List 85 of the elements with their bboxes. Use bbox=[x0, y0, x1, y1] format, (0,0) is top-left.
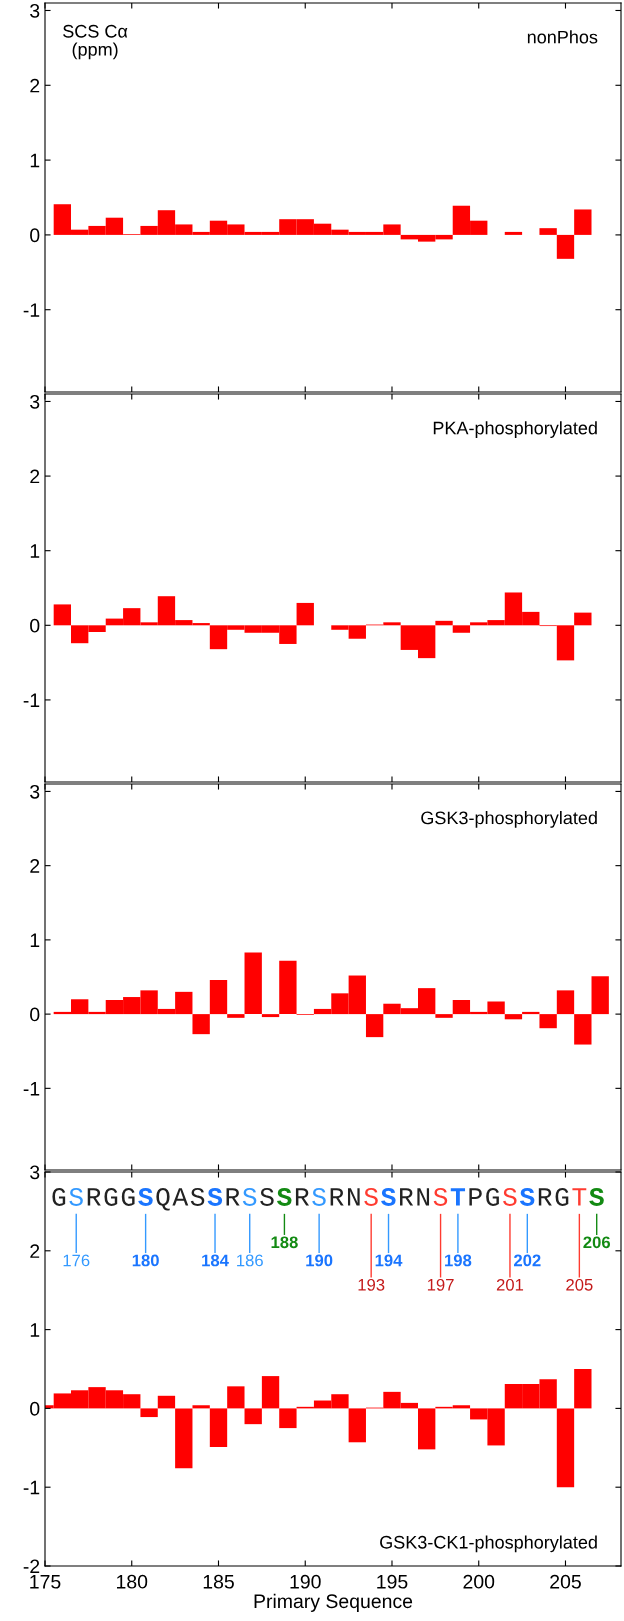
y-tick-label: -1 bbox=[23, 303, 40, 317]
y-tick-label: 2 bbox=[30, 859, 40, 873]
x-axis-title: Primary Sequence bbox=[254, 1593, 413, 1612]
bar bbox=[348, 1408, 366, 1443]
bar bbox=[556, 234, 575, 259]
y-tick-label: 1 bbox=[30, 933, 40, 947]
x-tick-label: 185 bbox=[203, 1574, 234, 1589]
bar bbox=[192, 1014, 210, 1035]
bar bbox=[192, 1405, 210, 1409]
y-tick-label: 1 bbox=[30, 544, 40, 558]
y-tick-label: 3 bbox=[30, 1165, 40, 1180]
text: GSRGGSQASSRSSSRSRNSSRNSTPGSSRGTS bbox=[52, 1187, 604, 1211]
y-axis-title: SCS Cα (ppm) bbox=[63, 24, 128, 60]
x-tick-label: 195 bbox=[377, 1574, 408, 1589]
bar bbox=[244, 1408, 262, 1425]
annotation: 201 bbox=[496, 1278, 524, 1291]
annotation: 190 bbox=[306, 1254, 333, 1267]
bar bbox=[556, 990, 575, 1015]
y-tick-label: -2 bbox=[23, 1559, 40, 1574]
bar bbox=[244, 952, 262, 1015]
annotation: 194 bbox=[375, 1254, 403, 1267]
bar bbox=[435, 1014, 453, 1018]
annotation: 176 bbox=[63, 1254, 90, 1267]
bar bbox=[157, 1395, 176, 1409]
y-tick-label: 3 bbox=[30, 3, 40, 18]
bar bbox=[574, 209, 592, 235]
x-tick-label: 200 bbox=[463, 1574, 495, 1589]
bar bbox=[296, 602, 314, 626]
y-tick-label: -1 bbox=[23, 1480, 40, 1495]
x-tick-label: 190 bbox=[290, 1574, 321, 1589]
bar bbox=[365, 1014, 384, 1038]
text: GSK3-phosphorylated bbox=[421, 811, 597, 828]
annotation: 206 bbox=[583, 1236, 611, 1249]
bar bbox=[279, 1408, 297, 1429]
x-tick-label: 175 bbox=[30, 1575, 61, 1589]
bar bbox=[504, 231, 523, 235]
bar bbox=[227, 1014, 245, 1018]
y-tick-label: -1 bbox=[23, 1082, 40, 1096]
bar bbox=[53, 604, 72, 626]
text: nonPhos bbox=[527, 30, 598, 44]
bar bbox=[209, 1408, 228, 1448]
bar bbox=[574, 1014, 592, 1045]
bar bbox=[261, 1376, 280, 1409]
bar bbox=[175, 1408, 193, 1469]
y-tick-label: 2 bbox=[30, 78, 40, 93]
bar bbox=[227, 1386, 245, 1409]
bar bbox=[504, 1014, 523, 1020]
y-tick-label: 0 bbox=[30, 1401, 40, 1416]
bar bbox=[418, 1408, 436, 1450]
y-tick-label: 0 bbox=[30, 228, 40, 243]
y-tick-label: 0 bbox=[30, 1007, 40, 1022]
x-tick-label: 205 bbox=[550, 1574, 581, 1589]
annotation: 180 bbox=[132, 1254, 159, 1267]
y-tick-label: 2 bbox=[30, 1244, 40, 1258]
annotation: 205 bbox=[566, 1278, 593, 1291]
annotation: 197 bbox=[427, 1278, 454, 1291]
bar bbox=[261, 1014, 280, 1018]
y-tick-label: 0 bbox=[30, 618, 40, 633]
annotation: 198 bbox=[445, 1254, 472, 1267]
bar bbox=[574, 1369, 592, 1409]
annotation: 188 bbox=[271, 1236, 298, 1249]
bar bbox=[452, 625, 471, 633]
x-tick-label: 180 bbox=[117, 1574, 148, 1589]
bar bbox=[539, 1014, 557, 1029]
annotation: 184 bbox=[202, 1254, 229, 1267]
annotation: 202 bbox=[513, 1254, 541, 1267]
bar bbox=[279, 960, 297, 1015]
annotation: 193 bbox=[358, 1278, 385, 1291]
y-tick-label: 3 bbox=[30, 394, 40, 409]
bar bbox=[556, 1408, 575, 1488]
bar bbox=[209, 979, 228, 1015]
text: GSK3-CK1-phosphorylated bbox=[380, 1535, 597, 1553]
annotation: 186 bbox=[237, 1254, 263, 1267]
y-tick-label: 1 bbox=[30, 1323, 40, 1337]
y-tick-label: 2 bbox=[30, 469, 40, 484]
bar bbox=[591, 976, 609, 1015]
bar bbox=[383, 622, 401, 626]
y-tick-label: 1 bbox=[30, 153, 40, 168]
y-tick-label: 3 bbox=[30, 784, 40, 799]
bar bbox=[140, 1408, 158, 1418]
bar bbox=[539, 228, 557, 235]
bar bbox=[435, 620, 453, 626]
y-tick-label: -1 bbox=[23, 693, 40, 707]
text: PKA-phosphorylated bbox=[433, 421, 597, 438]
bar bbox=[574, 612, 592, 626]
